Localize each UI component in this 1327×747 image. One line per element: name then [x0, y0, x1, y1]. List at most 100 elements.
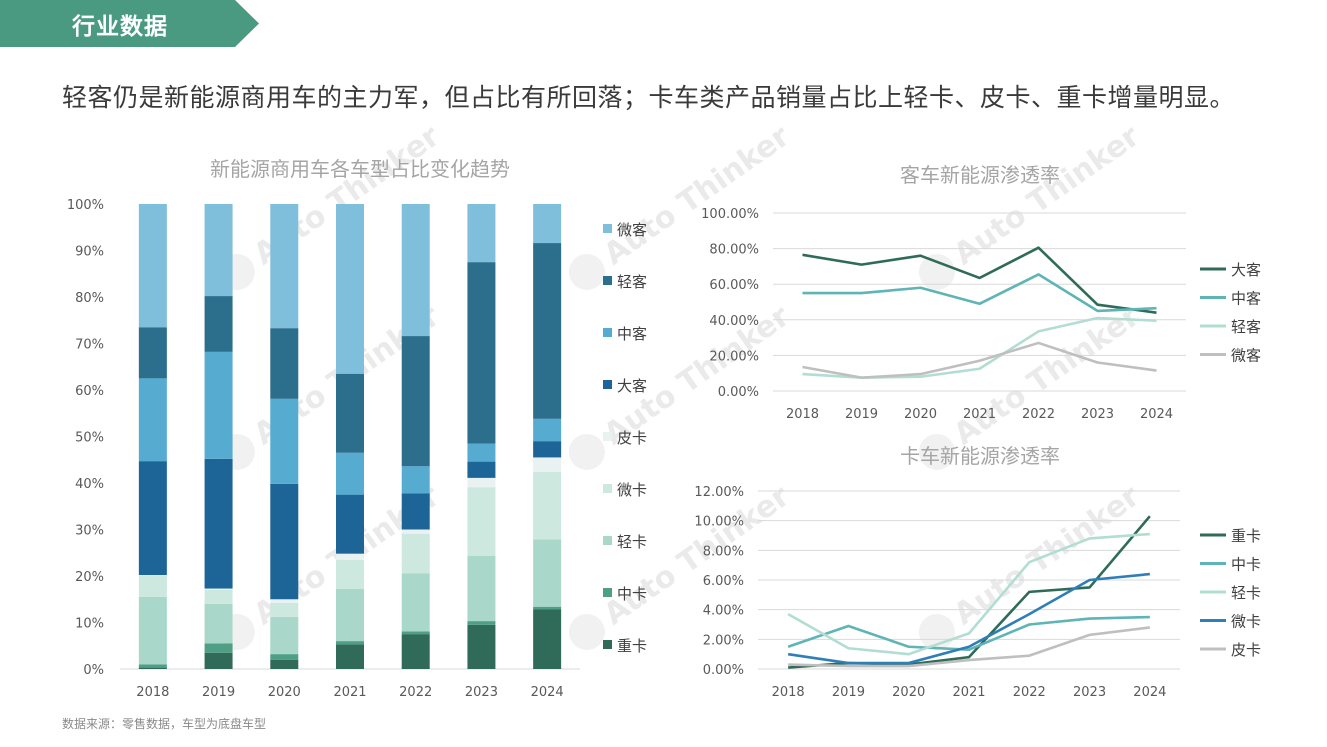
x-tick-label: 2020 [904, 407, 937, 422]
bar-segment [467, 443, 496, 462]
x-tick-label: 2018 [786, 407, 819, 422]
y-tick-label: 20.00% [709, 349, 759, 364]
bar-segment [204, 603, 233, 644]
bar-segment [467, 487, 496, 557]
watermark: Auto Thinker [918, 479, 1146, 650]
x-tick-label: 2022 [1013, 685, 1046, 700]
bar-segment [467, 477, 496, 488]
y-tick-label: 90% [75, 245, 104, 260]
y-tick-label: 50% [75, 431, 104, 446]
bar-segment [533, 204, 562, 244]
watermark-logo-icon [568, 253, 605, 290]
y-tick-label: 2.00% [703, 633, 744, 648]
bar-segment [138, 575, 167, 576]
legend-label: 微卡 [617, 481, 647, 499]
y-tick-label: 10.00% [694, 515, 744, 530]
y-tick-label: 70% [75, 338, 104, 353]
x-tick-label: 2019 [845, 407, 878, 422]
x-tick-label: 2021 [952, 685, 985, 700]
bar-segment [270, 654, 299, 660]
legend-swatch [603, 484, 612, 493]
bar-segment [401, 634, 430, 669]
y-tick-label: 12.00% [694, 485, 744, 500]
legend-label: 轻卡 [1231, 584, 1261, 602]
x-tick-label: 2018 [136, 685, 169, 700]
legend-swatch [603, 328, 612, 337]
x-tick-label: 2020 [892, 685, 925, 700]
header-banner [0, 0, 259, 47]
bar-segment [467, 621, 496, 625]
bus-line-chart: 客车新能源渗透率 0.00% 20.00% 40.00% 60.00% 80.00% 100… [701, 163, 1261, 422]
y-tick-label: 100.00% [701, 207, 759, 222]
watermark-logo-icon [568, 613, 605, 650]
bar-segment [270, 599, 299, 603]
bar-segment [401, 204, 430, 337]
x-tick-label: 2022 [1022, 407, 1055, 422]
bar-segment [138, 667, 167, 669]
series-line [788, 626, 1151, 668]
legend-swatch [603, 380, 612, 389]
series-line [787, 615, 1150, 652]
bar-segment [533, 418, 562, 442]
y-tick-label: 60.00% [709, 278, 759, 293]
bar-segment [138, 664, 167, 668]
x-tick-label: 2023 [1081, 407, 1114, 422]
legend-label: 皮卡 [617, 429, 647, 447]
bar-segment [270, 483, 299, 600]
legend-swatch [603, 276, 612, 285]
bar-segment [204, 588, 233, 590]
bar-segment [138, 576, 167, 597]
bar-segment [401, 466, 430, 494]
bar-segment [336, 452, 364, 495]
legend-label: 轻客 [1231, 318, 1261, 336]
y-tick-label: 30% [75, 524, 104, 539]
x-tick-label: 2021 [333, 685, 366, 700]
bar-segment [401, 631, 430, 635]
x-tick-label: 2024 [1140, 407, 1173, 422]
bar-segment [336, 641, 364, 645]
bar-segment [467, 204, 496, 263]
legend-swatch [603, 640, 612, 649]
legend-label: 大客 [1231, 261, 1261, 279]
legend-label: 中客 [1231, 290, 1261, 308]
x-tick-label: 2022 [399, 685, 432, 700]
bar-segment [204, 458, 233, 589]
bar-segment [204, 351, 233, 459]
bar-segment [138, 461, 167, 576]
series-line [802, 246, 1157, 314]
bar-segment [467, 624, 496, 669]
legend-label: 中卡 [617, 585, 647, 603]
x-tick-label: 2020 [268, 685, 301, 700]
y-tick-label: 100% [67, 198, 104, 213]
y-tick-label: 60% [75, 384, 104, 399]
x-tick-label: 2023 [465, 685, 498, 700]
bar-segment [401, 529, 430, 534]
legend-label: 微客 [1231, 347, 1261, 365]
legend-label: 重卡 [617, 637, 647, 655]
header-banner-shape [0, 0, 259, 47]
y-tick-label: 80.00% [709, 243, 759, 258]
bar-segment [336, 373, 364, 453]
watermark: Auto Thinker [918, 119, 1146, 290]
bar-segment [401, 493, 430, 530]
bar-segment [270, 398, 299, 484]
y-tick-label: 0.00% [718, 385, 759, 400]
bar-segment [336, 553, 364, 560]
source-note: 数据来源：零售数据，车型为底盘车型 [62, 717, 267, 731]
series-line [802, 273, 1157, 313]
watermark: Auto Thinker [568, 119, 796, 290]
bar-segment [533, 471, 562, 540]
y-tick-label: 4.00% [703, 604, 744, 619]
chart-title: 卡车新能源渗透率 [900, 444, 1060, 468]
x-tick-label: 2023 [1073, 685, 1106, 700]
legend-label: 轻卡 [617, 533, 647, 551]
bar-segment [204, 296, 233, 352]
series-line [787, 532, 1150, 656]
bar-segment [467, 556, 496, 622]
bar-segment [270, 616, 299, 655]
x-tick-label: 2019 [202, 685, 235, 700]
chart-title: 新能源商用车各车型占比变化趋势 [210, 157, 510, 181]
legend-swatch [603, 432, 612, 441]
legend-label: 中客 [617, 325, 647, 343]
